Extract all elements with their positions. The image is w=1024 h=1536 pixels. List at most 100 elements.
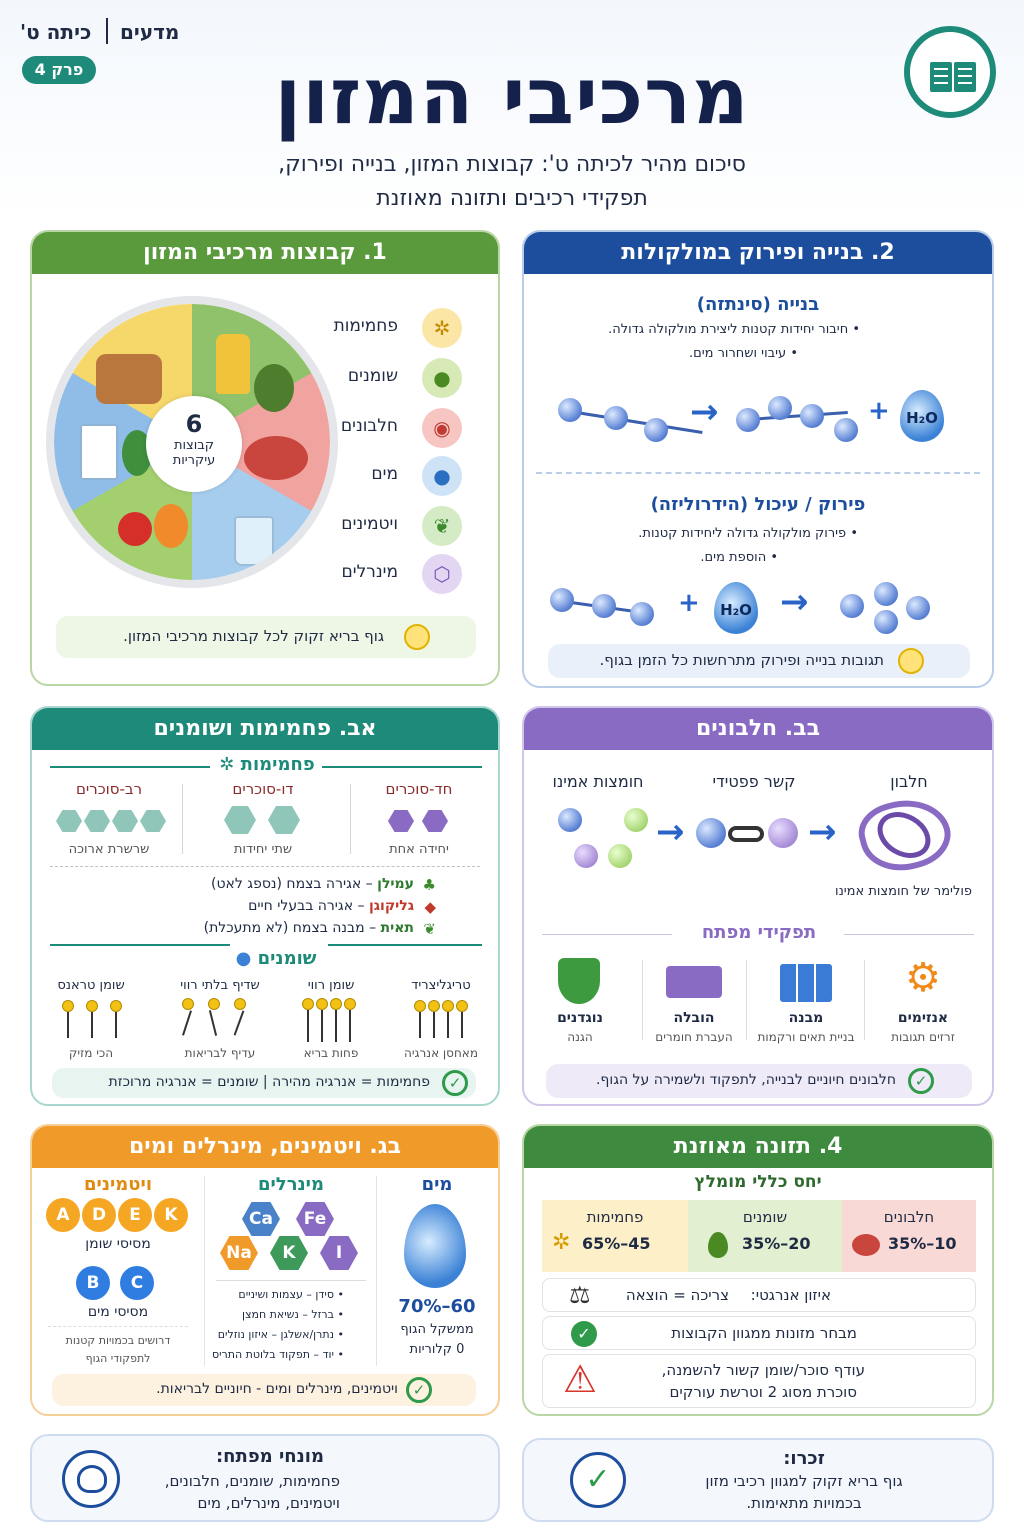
leaf-icon: ❦ [422, 506, 462, 546]
molecule-unit [592, 594, 616, 618]
water-drop-icon [404, 1204, 466, 1288]
sprout-icon: ♣ [422, 876, 436, 894]
vitamin-a-badge: A [46, 1198, 80, 1232]
water-glass-icon [234, 516, 274, 566]
hydrolysis-bullet-1: • פירוק מולקולה גדולה ליחידות קטנות. [638, 526, 858, 541]
legend-vitamins: ❦ ויטמינים [312, 506, 462, 546]
check-icon: ✓ [908, 1068, 934, 1094]
subject-label: מדעים [120, 20, 180, 44]
molecule-unit [550, 588, 574, 612]
bricks-icon [780, 964, 832, 1002]
water-drop-icon: H₂O [714, 582, 758, 634]
molecule-unit [874, 582, 898, 606]
building-heading: 2. בנייה ופירוק במולקולות [524, 232, 992, 274]
right-arrow-icon: → [690, 392, 719, 432]
brain-icon [62, 1450, 120, 1508]
scale-icon: ⚖ [569, 1281, 591, 1309]
mono-label: חד-סוכרים [385, 780, 453, 798]
warning-icon: ⚠ [563, 1357, 598, 1401]
calcium-hex: Ca [242, 1202, 280, 1236]
truck-icon [666, 966, 722, 998]
polysaccharide-hex [84, 810, 110, 832]
carbs-fats-heading: אב. פחמימות ושומנים [32, 708, 498, 750]
vitamin-c-badge: C [120, 1266, 154, 1300]
plus-icon: + [868, 396, 890, 426]
molecule-unit [736, 408, 760, 432]
meat-icon [852, 1234, 880, 1256]
oil-drop-icon: ● [422, 358, 462, 398]
vitamins-note: ✓ ויטמינים, מינרלים ומים - חיוניים לבריא… [52, 1374, 476, 1406]
legend-fats: ● שומנים [312, 358, 462, 398]
right-arrow-icon: → [808, 812, 837, 852]
balance-heading: 4. תזונה מאוזנת [524, 1126, 992, 1168]
synthesis-title: בנייה (סינתזה) [696, 294, 820, 315]
molecule-icon: ⬡ [422, 554, 462, 594]
remember-title: זכרו: [783, 1448, 825, 1469]
peptide-label: קשר פפטידי [712, 772, 796, 791]
meat-icon: ◉ [422, 408, 462, 448]
polysaccharide-hex [112, 810, 138, 832]
remember-card: ✓ זכרו: גוף בריא זקוק למגוון רכיבי מזון … [522, 1438, 994, 1522]
legend-protein: ◉ חלבונים [312, 408, 462, 448]
vitamins-heading: בג. ויטמינים, מינרלים ומים [32, 1126, 498, 1168]
molecule-unit [840, 594, 864, 618]
molecule-unit [834, 418, 858, 442]
lightbulb-icon [404, 624, 430, 650]
page-subtitle: סיכום מהיר לכיתה ט': קבוצות המזון, בנייה… [278, 152, 746, 211]
polysaccharide-hex [56, 810, 82, 832]
wheat-icon: ✲ [219, 754, 235, 775]
amino-acid [696, 818, 726, 848]
disaccharide-hex [268, 806, 300, 834]
amino-acid [768, 818, 798, 848]
wheat-icon: ✲ [552, 1230, 571, 1255]
pepper-icon [154, 504, 188, 548]
vitamins-title: ויטמינים [83, 1174, 153, 1195]
legend-water: ● מים [312, 456, 462, 496]
oil-bottle-icon [216, 334, 250, 394]
molecule-unit [604, 406, 628, 430]
milk-carton-icon [80, 424, 118, 480]
check-circle-icon: ✓ [570, 1452, 626, 1508]
key-terms-title: מונחי מפתח: [215, 1446, 324, 1467]
vitamin-b-badge: B [76, 1266, 110, 1300]
ratio-protein: חלבונים 10–35% [842, 1200, 976, 1272]
check-icon: ✓ [406, 1377, 432, 1403]
monosaccharide-hex [388, 810, 414, 832]
iodine-hex: I [320, 1236, 358, 1270]
legend-carbs: ✲ פחמימות [312, 308, 462, 348]
protein-heading: בב. חלבונים [524, 708, 992, 750]
molecule-unit [906, 596, 930, 620]
food-plate [46, 296, 338, 588]
shield-icon [558, 958, 600, 1004]
balance-card: 4. תזונה מאוזנת יחס כללי מומלץ חלבונים 1… [522, 1124, 994, 1416]
monosaccharide-hex [422, 810, 448, 832]
carbs-fats-note: ✓ פחמימות = אנרגיה מהירה | שומנים = אנרג… [52, 1068, 476, 1098]
polymer-caption: פולימר של חומצות אמינו [835, 884, 972, 899]
di-label: דו-סוכרים [232, 780, 294, 798]
polysaccharide-hex [140, 810, 166, 832]
iron-hex: Fe [296, 1202, 334, 1236]
vitamin-k-badge: K [154, 1198, 188, 1232]
groups-center: 6 קבוצות עיקריות [146, 396, 242, 492]
building-note: תגובות בנייה ופירוק מתרחשות כל הזמן בגוף… [548, 644, 970, 678]
header-background [0, 0, 1024, 220]
synthesis-bullet-1: • חיבור יחידות קטנות ליצירת מולקולה גדול… [608, 322, 860, 337]
avocado-icon [254, 364, 294, 412]
water-title: מים [421, 1174, 453, 1195]
protein-label: חלבון [890, 772, 928, 791]
warning-row: עודף סוכר/שומן קשור להשמנה, סוכרת מסוג 2… [542, 1354, 976, 1408]
water-percent: 60–70% [398, 1296, 476, 1317]
minerals-title: מינרלים [257, 1174, 325, 1195]
hydrolysis-bullet-2: • הוספת מים. [700, 550, 778, 565]
protein-card: בב. חלבונים חלבון קשר פפטידי חומצות אמינ… [522, 706, 994, 1106]
vitamins-card: בג. ויטמינים, מינרלים ומים מים 60–70% ממ… [30, 1124, 500, 1416]
header-divider [106, 18, 108, 44]
molecule-unit [800, 404, 824, 428]
gear-icon: ⚙ [905, 955, 941, 1001]
ratio-title: יחס כללי מומלץ [694, 1172, 822, 1192]
mineral-item: • סידן – עצמות ושיניים [238, 1288, 344, 1301]
saturated-fat-label: שומן רווי [307, 978, 355, 993]
ratio-fats: שומנים 20–35% [688, 1200, 842, 1272]
water-drop-icon: H₂O [900, 390, 944, 442]
triglyceride-label: טריגליצריד [411, 978, 471, 993]
